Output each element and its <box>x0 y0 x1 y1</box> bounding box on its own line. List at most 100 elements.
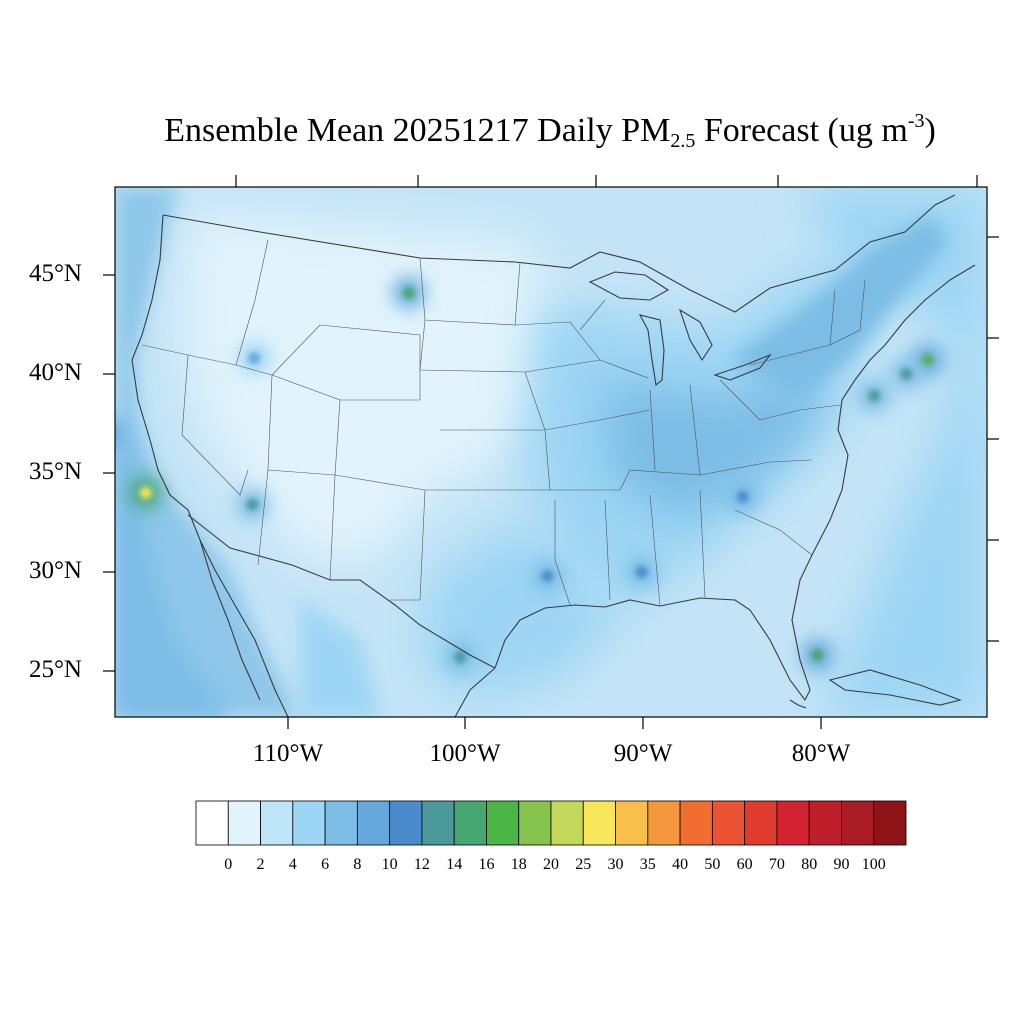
map-area <box>101 187 987 717</box>
colorbar-swatch <box>486 800 520 846</box>
colorbar-swatch <box>550 800 584 846</box>
hotspot-core <box>454 651 467 664</box>
gulf-coast <box>494 554 813 702</box>
colorbar-swatch <box>841 800 875 846</box>
baja-peninsula <box>199 539 261 701</box>
hotspot-core <box>246 498 259 511</box>
lat-label-45: 45°N <box>28 260 82 287</box>
colorbar-tick-label: 10 <box>381 856 398 873</box>
hotspot-core <box>635 566 648 578</box>
state-border <box>544 409 651 431</box>
cuba-outline <box>828 669 962 706</box>
us-mexico-border <box>187 514 496 669</box>
state-border <box>235 239 269 366</box>
colorbar-tick-label: 2 <box>256 856 265 873</box>
colorbar-tick-label: 6 <box>321 856 330 873</box>
lake-michigan <box>638 314 665 387</box>
colorbar-swatch <box>582 800 616 846</box>
lat-label-40: 40°N <box>28 359 82 386</box>
mexico-gulf-band <box>300 600 380 717</box>
hotspot-core <box>921 354 934 367</box>
state-border <box>271 324 321 376</box>
state-border <box>799 404 841 411</box>
hotspot-halo <box>115 419 123 448</box>
colorbar-tick-label: 12 <box>413 856 430 873</box>
colorbar-tick-label: 18 <box>510 856 527 873</box>
interior-low-land <box>180 210 560 560</box>
lat-label-25: 25°N <box>28 656 82 683</box>
colorbar-tick-label: 80 <box>801 856 818 873</box>
colorbar-swatch <box>260 800 294 846</box>
pacific-ocean-shade <box>115 187 300 717</box>
colorbar-swatch <box>324 800 358 846</box>
state-border <box>689 384 701 476</box>
colorbar-tick-label: 60 <box>736 856 753 873</box>
colorbar-swatch <box>227 800 261 846</box>
hotspot-core <box>541 569 554 582</box>
state-border <box>235 364 273 566</box>
state-borders <box>141 239 866 607</box>
colorbar-swatch <box>453 800 487 846</box>
colorbar-tick-label: 20 <box>543 856 559 873</box>
lake-huron <box>679 308 713 362</box>
colorbar-swatch <box>421 800 455 846</box>
state-border <box>649 494 661 607</box>
state-border <box>604 499 611 601</box>
mexico-gulf-coast <box>454 667 496 717</box>
state-border <box>390 489 426 601</box>
lon-label-80w: 80°W <box>791 740 851 767</box>
colorbar-tick-label: 14 <box>446 856 463 873</box>
hotspot-core <box>402 286 415 299</box>
axis-ticks <box>103 175 999 729</box>
colorbar-swatch <box>292 800 326 846</box>
lake-superior <box>588 271 670 301</box>
state-border <box>524 359 601 373</box>
state-border <box>267 469 426 491</box>
colorbar-tick-label: 16 <box>478 856 495 873</box>
colorbar-tick-label: 100 <box>861 856 886 873</box>
colorbar <box>195 800 907 846</box>
lon-label-90w: 90°W <box>613 740 673 767</box>
colorbar-tick-label: 30 <box>607 856 624 873</box>
colorbar-tick-label: 35 <box>639 856 656 873</box>
hotspot-core <box>101 427 113 439</box>
hotspot-core <box>868 389 881 402</box>
east-coast <box>811 264 976 556</box>
state-border <box>649 389 656 471</box>
colorbar-swatch <box>518 800 552 846</box>
state-border <box>829 279 866 346</box>
colorbar-tick-label: 25 <box>575 856 592 873</box>
colorbar-swatch <box>776 800 810 846</box>
state-border <box>579 299 606 331</box>
hotspot-layer <box>101 276 944 674</box>
colorbar-tick-label: 50 <box>704 856 721 873</box>
hotspot-core <box>139 486 152 499</box>
lon-label-110w: 110°W <box>252 740 324 767</box>
colorbar-tick-label: 90 <box>833 856 850 873</box>
hotspot-core <box>900 368 913 380</box>
state-border <box>514 321 649 379</box>
colorbar-swatch <box>389 800 423 846</box>
state-border <box>550 459 813 491</box>
chart-title: Ensemble Mean 20251217 Daily PM2.5 Forec… <box>164 110 936 152</box>
colorbar-tick-label: 0 <box>224 856 233 873</box>
state-border <box>419 257 521 326</box>
map-frame <box>114 186 988 718</box>
lat-label-30: 30°N <box>28 557 82 584</box>
colorbar-tick-label: 4 <box>288 856 297 873</box>
state-border <box>699 489 706 599</box>
state-border <box>419 319 546 431</box>
lat-label-35: 35°N <box>28 458 82 485</box>
pacific-ocean-deep <box>115 420 230 717</box>
state-border <box>554 500 571 606</box>
us-canada-border <box>162 194 956 313</box>
colorbar-swatch <box>808 800 842 846</box>
state-border <box>271 374 341 581</box>
state-border <box>734 509 813 556</box>
hotspot-core <box>248 352 261 365</box>
state-border <box>425 429 551 491</box>
colorbar-tick-label: 70 <box>768 856 785 873</box>
colorbar-swatch <box>744 800 778 846</box>
atlantic-shade <box>800 187 987 717</box>
